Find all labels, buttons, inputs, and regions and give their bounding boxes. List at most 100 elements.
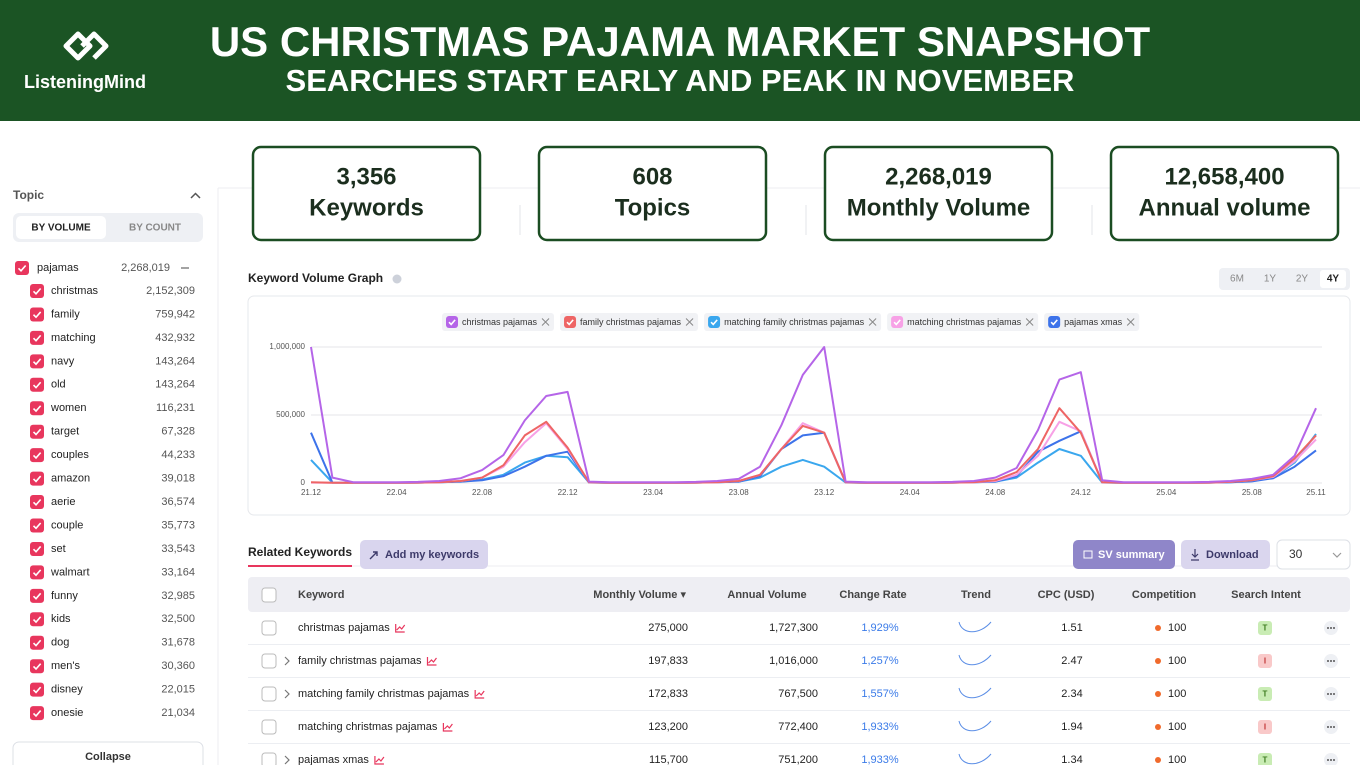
check-mark <box>32 334 42 342</box>
range-tab: 4Y <box>1327 274 1340 285</box>
topic-checkbox[interactable] <box>30 284 44 298</box>
row-checkbox[interactable] <box>261 686 277 702</box>
topic-checkbox[interactable] <box>30 706 44 721</box>
topic-checkbox[interactable] <box>30 354 44 369</box>
intent-badge <box>1258 720 1272 734</box>
chart-icon[interactable] <box>442 723 453 732</box>
legend-remove[interactable] <box>1126 318 1135 326</box>
check-mark <box>32 686 42 694</box>
topic-checkbox[interactable] <box>30 659 44 674</box>
expand-arrow[interactable] <box>284 656 290 666</box>
range-tabs <box>1219 268 1350 290</box>
topic-checkbox[interactable] <box>30 541 44 556</box>
cpc: 2.34 <box>1061 688 1082 700</box>
stat-value: 3,356 <box>336 163 396 190</box>
range-tab-active[interactable] <box>1320 270 1346 288</box>
stat-card <box>537 145 768 242</box>
check-mark <box>17 264 27 272</box>
monthly-volume: 115,700 <box>649 754 688 765</box>
legend-swatch[interactable] <box>708 316 721 328</box>
change-rate: 1,933% <box>861 754 899 765</box>
legend-remove[interactable] <box>1025 318 1034 326</box>
annual-volume: 1,727,300 <box>769 622 818 634</box>
table-header <box>248 577 1350 612</box>
share-icon <box>369 551 378 560</box>
legend-chip[interactable] <box>704 313 882 331</box>
stat-value: 608 <box>632 163 672 190</box>
annual-volume: 1,016,000 <box>769 655 818 667</box>
cpc: 1.51 <box>1061 622 1082 634</box>
chart-icon[interactable] <box>474 690 485 699</box>
trend-sparkline <box>958 654 992 666</box>
legend-remove[interactable] <box>868 318 877 326</box>
legend-swatch[interactable] <box>1048 316 1061 328</box>
competition-dot <box>1155 724 1161 730</box>
collapse-button[interactable] <box>12 741 204 765</box>
header-checkbox[interactable] <box>261 587 277 603</box>
chart-icon[interactable] <box>395 624 406 633</box>
topic-name: matching <box>51 332 96 344</box>
topic-checkbox[interactable] <box>30 377 44 392</box>
legend-chip[interactable] <box>1044 313 1140 331</box>
topic-value: 39,018 <box>161 473 195 485</box>
topic-checkbox[interactable] <box>30 588 44 603</box>
x-tick-label: 22.12 <box>558 488 579 497</box>
check-mark <box>32 475 42 483</box>
legend-swatch[interactable] <box>446 316 458 328</box>
legend-label: matching christmas pajamas <box>907 317 1022 327</box>
check-mark <box>32 639 42 647</box>
check-mark <box>32 428 42 436</box>
column-header: Change Rate <box>839 589 906 601</box>
page-size-select[interactable] <box>1276 539 1351 570</box>
topic-name: funny <box>51 590 78 602</box>
topic-checkbox[interactable] <box>30 682 44 697</box>
parent-checkbox[interactable] <box>15 261 29 275</box>
intent: T <box>1263 624 1268 633</box>
expand-arrow[interactable] <box>284 755 290 765</box>
more-dot <box>1330 660 1332 662</box>
legend-chip[interactable] <box>442 313 555 331</box>
check-mark <box>1050 319 1058 326</box>
topic-checkbox[interactable] <box>30 424 44 439</box>
more-dot <box>1330 693 1332 695</box>
annual-volume: 767,500 <box>778 688 818 700</box>
header-band <box>0 0 1360 121</box>
legend-remove[interactable] <box>541 318 550 326</box>
competition: 100 <box>1168 754 1186 765</box>
topic-checkbox[interactable] <box>30 307 44 322</box>
topic-name: set <box>51 543 66 555</box>
topic-checkbox[interactable] <box>30 635 44 650</box>
topic-name: aerie <box>51 496 75 508</box>
sv-summary-button[interactable] <box>1073 540 1175 569</box>
add-keywords-button[interactable] <box>360 540 488 569</box>
topic-checkbox[interactable] <box>30 612 44 627</box>
expand-arrow[interactable] <box>284 689 290 699</box>
competition: 100 <box>1168 655 1186 667</box>
topic-checkbox[interactable] <box>30 471 44 486</box>
topic-name: couples <box>51 449 89 461</box>
topic-checkbox[interactable] <box>30 518 44 533</box>
page-title: US CHRISTMAS PAJAMA MARKET SNAPSHOT <box>210 18 1151 65</box>
collapse-chevron[interactable] <box>190 192 201 199</box>
row-checkbox[interactable] <box>261 620 277 636</box>
x-tick-label: 25.08 <box>1242 488 1263 497</box>
legend-swatch[interactable] <box>891 316 904 328</box>
row-checkbox[interactable] <box>261 752 277 765</box>
chart-icon[interactable] <box>426 657 437 666</box>
tab-active[interactable] <box>16 216 106 239</box>
download-button[interactable] <box>1181 540 1270 569</box>
topic-checkbox[interactable] <box>30 448 44 463</box>
chart-icon[interactable] <box>374 756 385 765</box>
stat-card <box>251 145 482 242</box>
legend-swatch[interactable] <box>564 316 577 328</box>
legend-chip[interactable] <box>560 313 699 331</box>
topic-checkbox[interactable] <box>30 401 44 416</box>
topic-checkbox[interactable] <box>30 495 44 510</box>
intent-badge <box>1258 621 1272 635</box>
topic-checkbox[interactable] <box>30 565 44 580</box>
legend-chip[interactable] <box>887 313 1039 331</box>
topic-checkbox[interactable] <box>30 330 44 345</box>
legend-remove[interactable] <box>685 318 694 326</box>
row-checkbox[interactable] <box>261 653 277 669</box>
row-checkbox[interactable] <box>261 719 277 735</box>
